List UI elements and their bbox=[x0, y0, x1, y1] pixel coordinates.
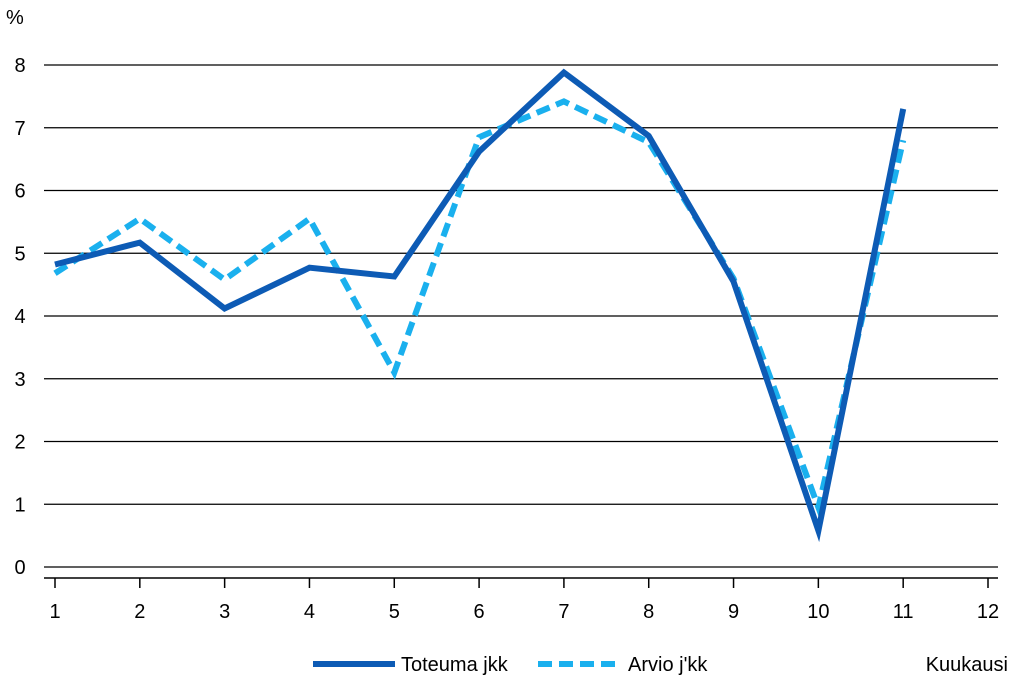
x-tick-label-6: 6 bbox=[474, 601, 485, 623]
gridlines bbox=[44, 64, 998, 568]
x-tick-label-2: 2 bbox=[134, 601, 145, 623]
series-line-arvio bbox=[53, 98, 907, 518]
y-tick-label-3: 3 bbox=[14, 369, 25, 391]
x-tick-label-7: 7 bbox=[558, 601, 569, 623]
y-tick-label-2: 2 bbox=[14, 432, 25, 454]
y-axis-unit-label: % bbox=[6, 7, 24, 29]
x-tick-label-11: 11 bbox=[893, 601, 914, 623]
x-tick-label-12: 12 bbox=[977, 601, 999, 623]
legend-label-toteuma: Toteuma jkk bbox=[401, 654, 509, 675]
x-tick-label-10: 10 bbox=[807, 601, 829, 623]
legend-label-arvio: Arvio j'kk bbox=[628, 654, 708, 675]
y-tick-label-4: 4 bbox=[14, 306, 25, 328]
y-tick-label-6: 6 bbox=[14, 181, 25, 203]
y-tick-label-8: 8 bbox=[14, 55, 25, 77]
x-tick-label-3: 3 bbox=[219, 601, 230, 623]
x-tick-label-1: 1 bbox=[49, 601, 60, 623]
series-lines bbox=[53, 68, 907, 543]
series-line-toteuma bbox=[54, 68, 907, 543]
legend: Toteuma jkk Arvio j'kk bbox=[313, 654, 708, 675]
y-axis-tick-labels: 0 1 2 3 4 5 6 7 8 bbox=[14, 55, 25, 579]
x-axis-tick-labels: 1 2 3 4 5 6 7 8 9 10 11 12 bbox=[49, 601, 999, 623]
x-axis bbox=[44, 577, 998, 588]
x-tick-label-9: 9 bbox=[728, 601, 739, 623]
y-tick-label-1: 1 bbox=[14, 494, 25, 516]
x-tick-label-4: 4 bbox=[304, 601, 315, 623]
y-tick-label-0: 0 bbox=[14, 557, 25, 579]
x-tick-label-5: 5 bbox=[389, 601, 400, 623]
y-tick-label-7: 7 bbox=[14, 118, 25, 140]
x-axis-title: Kuukausi bbox=[926, 654, 1008, 675]
y-tick-label-5: 5 bbox=[14, 243, 25, 265]
x-tick-label-8: 8 bbox=[643, 601, 654, 623]
